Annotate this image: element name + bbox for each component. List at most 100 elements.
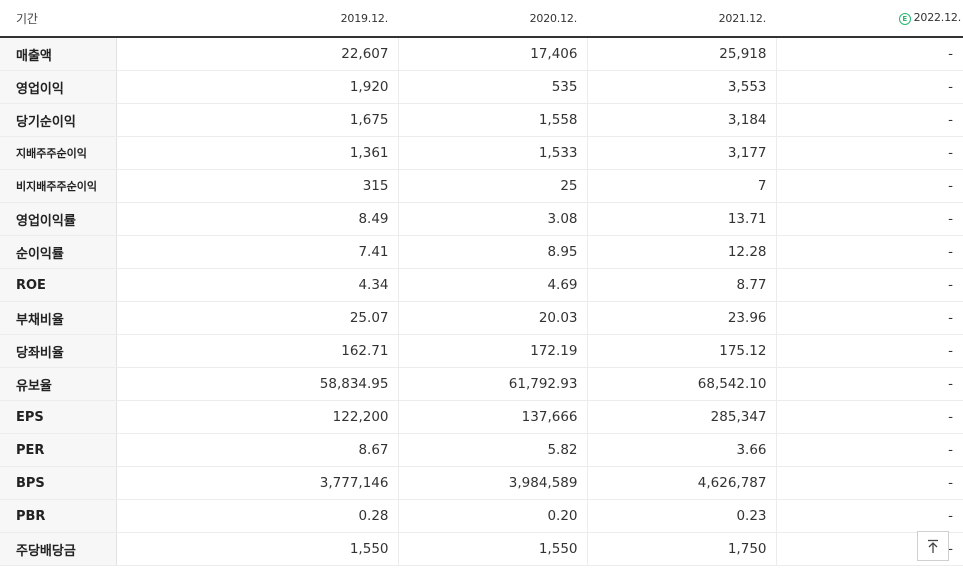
year-header: 2020.12.: [398, 0, 587, 38]
table-cell: 1,920: [116, 70, 399, 104]
table-cell: 3,777,146: [116, 466, 399, 500]
table-cell: -: [776, 202, 963, 236]
table-cell: 1,558: [398, 103, 588, 137]
table-row: 지배주주순이익 1,361 1,533 3,177-: [0, 136, 963, 170]
table-cell: 25,918: [587, 37, 777, 71]
arrow-up-to-top-icon: [928, 539, 938, 553]
row-label: 매출액: [0, 37, 117, 71]
table-cell: 175.12: [587, 334, 777, 368]
table-cell: 285,347: [587, 400, 777, 434]
row-label: 주당배당금: [0, 532, 117, 566]
table-cell: 8.95: [398, 235, 588, 269]
table-cell: 8.67: [116, 433, 399, 467]
row-label: BPS: [0, 466, 117, 500]
table-body: 매출액 22,607 17,406 25,918- 영업이익 1,920 535 3,553-…: [0, 37, 963, 566]
table-cell: -: [776, 103, 963, 137]
table-cell: 172.19: [398, 334, 588, 368]
table-cell: 0.28: [116, 499, 399, 533]
table-cell: 137,666: [398, 400, 588, 434]
table-row: 유보율 58,834.95 61,792.93 68,542.10-: [0, 367, 963, 401]
table-cell: 23.96: [587, 301, 777, 335]
period-header: 기간: [0, 0, 116, 38]
table-cell: 1,675: [116, 103, 399, 137]
table-cell: -: [776, 433, 963, 467]
table-cell: 1,533: [398, 136, 588, 170]
table-cell: -: [776, 466, 963, 500]
table-cell: -: [776, 37, 963, 71]
table-cell: 4,626,787: [587, 466, 777, 500]
scroll-to-top-button[interactable]: [917, 531, 949, 561]
row-label: ROE: [0, 268, 117, 302]
row-label: 당좌비율: [0, 334, 117, 368]
header-row: 기간 2019.12. 2020.12. 2021.12. E 2022.12.: [0, 0, 963, 38]
table-cell: -: [776, 169, 963, 203]
table-cell: -: [776, 70, 963, 104]
table-cell: 13.71: [587, 202, 777, 236]
row-label: 순이익률: [0, 235, 117, 269]
table-row: 부채비율 25.07 20.03 23.96-: [0, 301, 963, 335]
year-header: 2019.12.: [116, 0, 398, 38]
table-cell: 1,750: [587, 532, 777, 566]
table-cell: 3.66: [587, 433, 777, 467]
table-cell: 12.28: [587, 235, 777, 269]
table-cell: 3,553: [587, 70, 777, 104]
table-cell: 4.34: [116, 268, 399, 302]
table-cell: -: [776, 400, 963, 434]
table-cell: 58,834.95: [116, 367, 399, 401]
table-row: 당좌비율 162.71 172.19 175.12-: [0, 334, 963, 368]
table-row: 매출액 22,607 17,406 25,918-: [0, 37, 963, 71]
row-label: EPS: [0, 400, 117, 434]
table-row: BPS 3,777,146 3,984,589 4,626,787-: [0, 466, 963, 500]
table-cell: 3,984,589: [398, 466, 588, 500]
table-cell: -: [776, 499, 963, 533]
table-row: 영업이익 1,920 535 3,553-: [0, 70, 963, 104]
row-label: 지배주주순이익: [0, 136, 117, 170]
table-cell: -: [776, 136, 963, 170]
table-cell: 8.49: [116, 202, 399, 236]
row-label: PER: [0, 433, 117, 467]
row-label: 영업이익률: [0, 202, 117, 236]
table-row: EPS 122,200 137,666 285,347-: [0, 400, 963, 434]
table-cell: 8.77: [587, 268, 777, 302]
table-cell: 315: [116, 169, 399, 203]
table-cell: -: [776, 235, 963, 269]
table-cell: -: [776, 268, 963, 302]
table-row: 당기순이익 1,675 1,558 3,184-: [0, 103, 963, 137]
row-label: PBR: [0, 499, 117, 533]
table-cell: 0.23: [587, 499, 777, 533]
estimate-year-label: 2022.12.: [913, 11, 962, 24]
estimate-badge-icon: E: [898, 13, 911, 25]
table-row: 비지배주주순이익 315 25 7-: [0, 169, 963, 203]
table-cell: 122,200: [116, 400, 399, 434]
table-cell: 7: [587, 169, 777, 203]
table-cell: 22,607: [116, 37, 399, 71]
row-label: 당기순이익: [0, 103, 117, 137]
table-row: 순이익률 7.41 8.95 12.28-: [0, 235, 963, 269]
table-cell: -: [776, 367, 963, 401]
row-label: 유보율: [0, 367, 117, 401]
table-cell: 7.41: [116, 235, 399, 269]
table-cell: 25.07: [116, 301, 399, 335]
table-cell: -: [776, 334, 963, 368]
table-cell: 1,550: [398, 532, 588, 566]
table-cell: 162.71: [116, 334, 399, 368]
row-label: 영업이익: [0, 70, 117, 104]
table-row: 주당배당금 1,550 1,550 1,750-: [0, 532, 963, 566]
row-label: 비지배주주순이익: [0, 169, 117, 203]
table-cell: 3.08: [398, 202, 588, 236]
table-cell: 61,792.93: [398, 367, 588, 401]
table-cell: 5.82: [398, 433, 588, 467]
year-header: 2021.12.: [587, 0, 776, 38]
table-row: PER 8.67 5.82 3.66-: [0, 433, 963, 467]
table-cell: 1,550: [116, 532, 399, 566]
table-row: PBR 0.28 0.20 0.23-: [0, 499, 963, 533]
table-cell: 17,406: [398, 37, 588, 71]
table-cell: 25: [398, 169, 588, 203]
table-cell: 4.69: [398, 268, 588, 302]
table-cell: 3,177: [587, 136, 777, 170]
table-cell: 68,542.10: [587, 367, 777, 401]
estimate-year-header: E 2022.12.: [776, 0, 963, 38]
table-cell: 20.03: [398, 301, 588, 335]
table-cell: 3,184: [587, 103, 777, 137]
